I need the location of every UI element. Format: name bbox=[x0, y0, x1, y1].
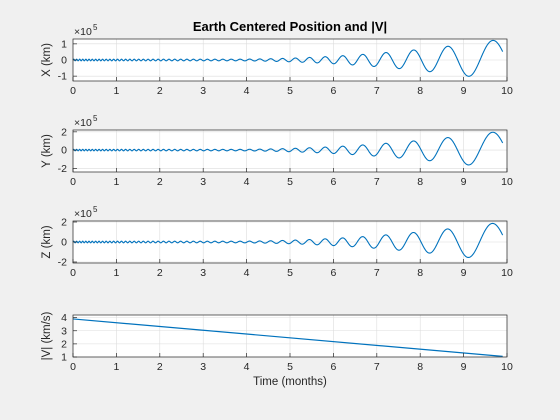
y-tick-label: 0 bbox=[61, 55, 67, 67]
x-tick-label: 10 bbox=[501, 176, 513, 188]
y-tick-label: -2 bbox=[58, 257, 67, 269]
x-tick-label: 10 bbox=[501, 85, 513, 97]
chart-title: Earth Centered Position and |V| bbox=[193, 19, 387, 34]
x-tick-label: 10 bbox=[501, 267, 513, 279]
x-tick-label: 2 bbox=[157, 267, 163, 279]
x-tick-label: 0 bbox=[70, 361, 76, 373]
y-tick-label: 0 bbox=[61, 145, 67, 157]
x-tick-label: 4 bbox=[244, 361, 250, 373]
y-tick-label: 4 bbox=[61, 312, 67, 324]
series-line bbox=[72, 222, 504, 259]
x-tick-label: 3 bbox=[200, 85, 206, 97]
y-tick-label: -1 bbox=[58, 71, 67, 83]
y-tick-label: 2 bbox=[61, 217, 67, 229]
x-tick-label: 7 bbox=[374, 176, 380, 188]
x-tick-label: 9 bbox=[461, 361, 467, 373]
y-tick-label: 1 bbox=[61, 352, 67, 364]
x-axis-label: Time (months) bbox=[253, 376, 327, 388]
x-tick-label: 2 bbox=[157, 176, 163, 188]
y-multiplier: ×10 bbox=[74, 26, 92, 38]
x-tick-label: 5 bbox=[287, 85, 293, 97]
x-tick-label: 1 bbox=[113, 267, 119, 279]
x-tick-label: 7 bbox=[374, 361, 380, 373]
x-tick-label: 8 bbox=[417, 267, 423, 279]
y-axis-label: X (km) bbox=[41, 43, 53, 77]
y-multiplier-exponent: 5 bbox=[93, 23, 98, 32]
x-tick-label: 8 bbox=[417, 85, 423, 97]
series-line bbox=[72, 318, 503, 357]
x-tick-label: 2 bbox=[157, 85, 163, 97]
x-tick-label: 10 bbox=[501, 361, 513, 373]
x-tick-label: 6 bbox=[330, 176, 336, 188]
y-axis-label: Y (km) bbox=[41, 134, 53, 168]
x-tick-label: 0 bbox=[70, 267, 76, 279]
x-tick-label: 1 bbox=[113, 176, 119, 188]
y-tick-label: 0 bbox=[61, 237, 67, 249]
x-tick-label: 0 bbox=[70, 85, 76, 97]
y-multiplier: ×10 bbox=[74, 117, 92, 129]
y-axis-label: |V| (km/s) bbox=[41, 311, 53, 360]
y-multiplier-exponent: 5 bbox=[93, 205, 98, 214]
x-tick-label: 2 bbox=[157, 361, 163, 373]
x-tick-label: 3 bbox=[200, 267, 206, 279]
x-tick-label: 7 bbox=[374, 267, 380, 279]
series-line bbox=[72, 39, 504, 77]
x-tick-label: 6 bbox=[330, 361, 336, 373]
x-tick-label: 0 bbox=[70, 176, 76, 188]
x-tick-label: 7 bbox=[374, 85, 380, 97]
x-tick-label: 4 bbox=[244, 176, 250, 188]
x-tick-label: 1 bbox=[113, 85, 119, 97]
x-tick-label: 5 bbox=[287, 361, 293, 373]
y-tick-label: 1 bbox=[61, 38, 67, 50]
x-tick-label: 9 bbox=[461, 176, 467, 188]
x-tick-label: 1 bbox=[113, 361, 119, 373]
x-tick-label: 3 bbox=[200, 176, 206, 188]
x-tick-label: 9 bbox=[461, 85, 467, 97]
x-tick-label: 4 bbox=[244, 267, 250, 279]
x-tick-label: 6 bbox=[330, 267, 336, 279]
x-tick-label: 8 bbox=[417, 361, 423, 373]
y-tick-label: 2 bbox=[61, 126, 67, 138]
y-tick-label: -2 bbox=[58, 163, 67, 175]
x-tick-label: 8 bbox=[417, 176, 423, 188]
y-axis-label: Z (km) bbox=[41, 225, 53, 258]
x-tick-label: 6 bbox=[330, 85, 336, 97]
x-tick-label: 3 bbox=[200, 361, 206, 373]
series-line bbox=[72, 131, 504, 166]
x-tick-label: 5 bbox=[287, 267, 293, 279]
y-multiplier-exponent: 5 bbox=[93, 114, 98, 123]
y-multiplier: ×10 bbox=[74, 208, 92, 220]
x-tick-label: 9 bbox=[461, 267, 467, 279]
x-tick-label: 5 bbox=[287, 176, 293, 188]
y-tick-label: 3 bbox=[61, 325, 67, 337]
x-tick-label: 4 bbox=[244, 85, 250, 97]
y-tick-label: 2 bbox=[61, 338, 67, 350]
